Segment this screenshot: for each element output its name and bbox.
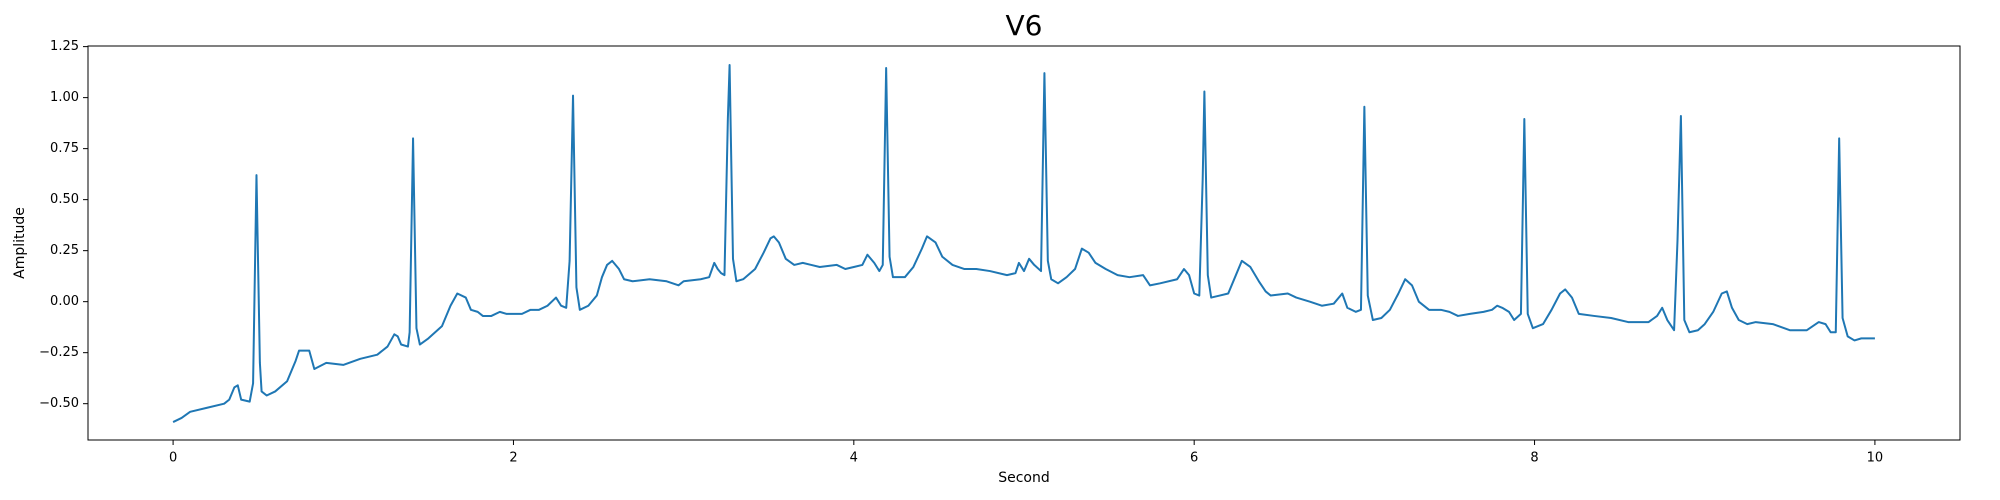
x-tick-label: 10: [1867, 451, 1884, 466]
x-tick-label: 4: [850, 451, 858, 466]
plot-frame: [87, 45, 1961, 441]
y-tick-label: −0.50: [39, 396, 79, 411]
y-tick-label: 0.50: [50, 192, 79, 207]
y-tick-label: 1.00: [50, 90, 79, 105]
x-tick-label: 0: [169, 451, 177, 466]
y-tick-label: 1.25: [50, 39, 79, 54]
y-tick-label: 0.75: [50, 141, 79, 156]
ecg-line: [172, 63, 1875, 423]
x-tick-label: 2: [509, 451, 517, 466]
y-tick-label: 0.25: [50, 243, 79, 258]
chart-title: V6: [1006, 9, 1043, 42]
x-tick-label: 8: [1530, 451, 1538, 466]
x-tick-label: 6: [1190, 451, 1198, 466]
y-tick-label: 0.00: [50, 294, 79, 309]
y-axis-label: Amplitude: [12, 207, 28, 279]
x-axis-label: Second: [998, 470, 1050, 486]
y-tick-label: −0.25: [39, 345, 79, 360]
